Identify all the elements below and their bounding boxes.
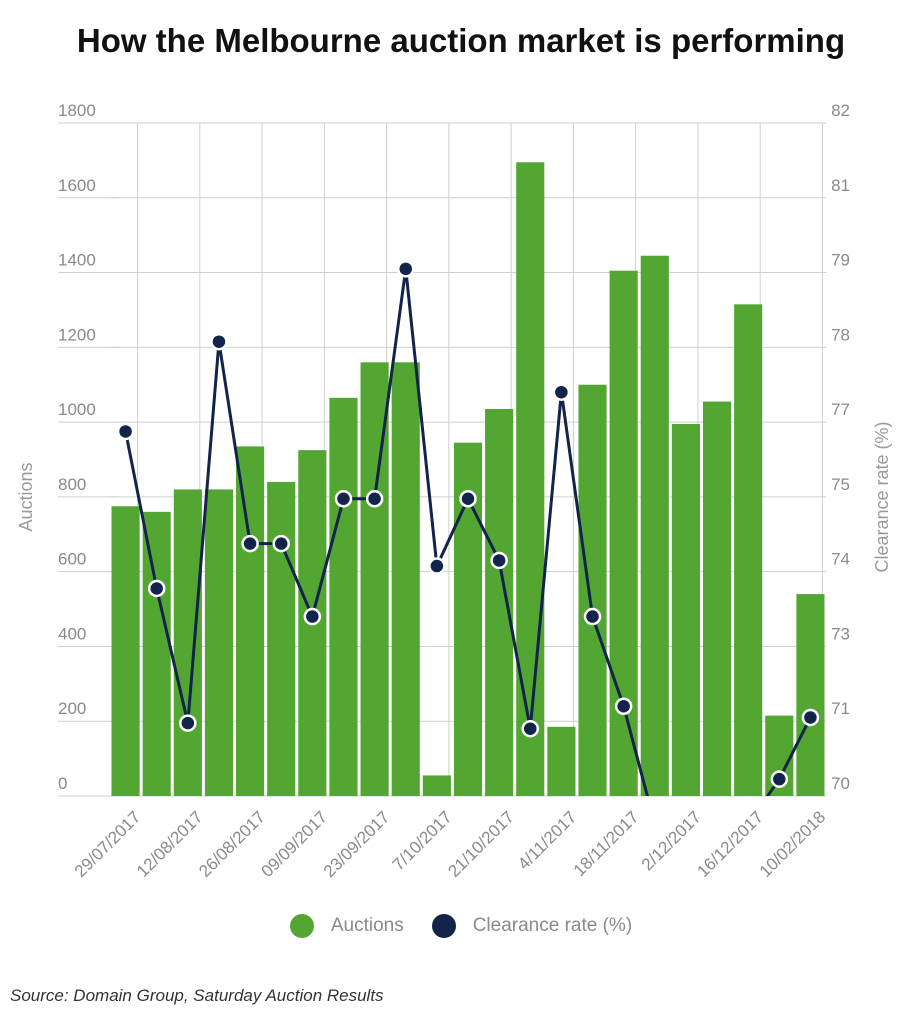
chart-title: How the Melbourne auction market is perf… xyxy=(76,22,846,59)
bar-auctions xyxy=(111,506,140,796)
point-layer xyxy=(116,260,820,788)
point-clearance-rate xyxy=(459,490,477,508)
y2-axis-title: Clearance rate (%) xyxy=(872,421,892,572)
point-clearance-rate xyxy=(210,332,228,351)
y2-tick-label: 78 xyxy=(831,325,850,344)
y2-tick-label: 70 xyxy=(831,774,850,793)
y2-tick-label: 77 xyxy=(831,400,850,419)
point-clearance-rate xyxy=(770,770,789,788)
point-clearance-rate xyxy=(396,260,415,278)
y2-tick-label: 81 xyxy=(831,176,850,195)
y2-tick-label: 75 xyxy=(831,475,850,494)
bar-auctions xyxy=(422,775,451,796)
bar-auctions xyxy=(796,594,825,796)
x-tick-label: 7/10/2017 xyxy=(389,807,456,874)
x-tick-label: 16/12/2017 xyxy=(693,807,767,881)
x-tick-label: 4/11/2017 xyxy=(514,807,580,873)
legend-item-auctions[interactable]: Auctions xyxy=(289,914,404,938)
x-tick-label: 21/10/2017 xyxy=(444,807,518,881)
bar-auctions xyxy=(702,401,732,796)
bar-auctions xyxy=(329,397,358,796)
bar-auctions xyxy=(204,489,234,796)
legend-label-auctions: Auctions xyxy=(330,915,404,936)
point-clearance-rate xyxy=(521,719,540,738)
bar-auctions xyxy=(671,423,700,796)
y-tick-label: 1200 xyxy=(58,325,96,344)
legend: Auctions Clearance rate (%) xyxy=(0,914,922,938)
x-tick-label: 26/08/2017 xyxy=(195,807,269,881)
source-note: Source: Domain Group, Saturday Auction R… xyxy=(10,986,384,1005)
y-tick-label: 1800 xyxy=(58,101,96,120)
point-clearance-rate xyxy=(272,534,290,553)
bar-auctions xyxy=(578,384,607,796)
y2-tick-label: 79 xyxy=(831,251,850,270)
y2-tick-label: 82 xyxy=(831,101,850,120)
point-clearance-rate xyxy=(303,607,322,626)
y-tick-label: 200 xyxy=(58,699,86,718)
x-tick-label: 10/02/2018 xyxy=(756,807,830,881)
bar-auctions xyxy=(640,255,669,796)
bar-auctions xyxy=(734,304,763,796)
point-clearance-rate xyxy=(490,551,508,570)
point-clearance-rate xyxy=(147,579,166,598)
point-clearance-rate xyxy=(116,422,135,441)
bar-layer xyxy=(111,162,825,797)
bar-auctions xyxy=(236,446,265,796)
point-clearance-rate xyxy=(552,383,571,401)
x-tick-label: 18/11/2017 xyxy=(570,807,643,880)
bar-auctions xyxy=(142,511,171,796)
x-tick-label: 23/09/2017 xyxy=(320,807,394,881)
bar-auctions xyxy=(485,409,514,796)
y-tick-label: 1400 xyxy=(58,251,96,270)
clearance-rate-line xyxy=(124,267,649,796)
y-tick-label: 400 xyxy=(58,624,86,643)
point-clearance-rate xyxy=(614,697,633,716)
legend-swatch-auctions xyxy=(289,914,314,938)
x-tick-label: 12/08/2017 xyxy=(133,807,207,881)
point-clearance-rate xyxy=(334,490,353,508)
y-tick-label: 1000 xyxy=(58,400,96,419)
x-tick-label: 2/12/2017 xyxy=(638,807,705,874)
y2-tick-label: 74 xyxy=(831,550,850,569)
bar-auctions xyxy=(547,726,576,796)
legend-label-clearance-rate: Clearance rate (%) xyxy=(472,915,633,936)
bar-auctions xyxy=(609,270,638,796)
bar-auctions xyxy=(267,481,296,796)
x-tick-label: 09/09/2017 xyxy=(258,807,332,881)
point-clearance-rate xyxy=(241,534,259,553)
point-clearance-rate xyxy=(365,490,384,508)
y2-tick-label: 73 xyxy=(831,624,850,643)
point-clearance-rate xyxy=(179,714,197,732)
point-clearance-rate xyxy=(801,708,820,727)
bar-auctions xyxy=(173,489,202,796)
y-tick-label: 1600 xyxy=(58,176,96,195)
legend-swatch-clearance-rate xyxy=(431,914,456,938)
point-clearance-rate xyxy=(428,557,446,575)
y2-tick-label: 71 xyxy=(831,699,850,718)
bar-auctions xyxy=(516,162,545,797)
y-tick-label: 0 xyxy=(58,774,67,793)
x-tick-label: 29/07/2017 xyxy=(71,807,145,881)
y-tick-label: 800 xyxy=(58,475,86,494)
point-clearance-rate xyxy=(583,607,602,626)
legend-item-clearance-rate[interactable]: Clearance rate (%) xyxy=(431,914,633,938)
y-tick-label: 600 xyxy=(58,550,86,569)
y-axis-title: Auctions xyxy=(16,462,36,531)
bar-auctions xyxy=(391,362,420,796)
